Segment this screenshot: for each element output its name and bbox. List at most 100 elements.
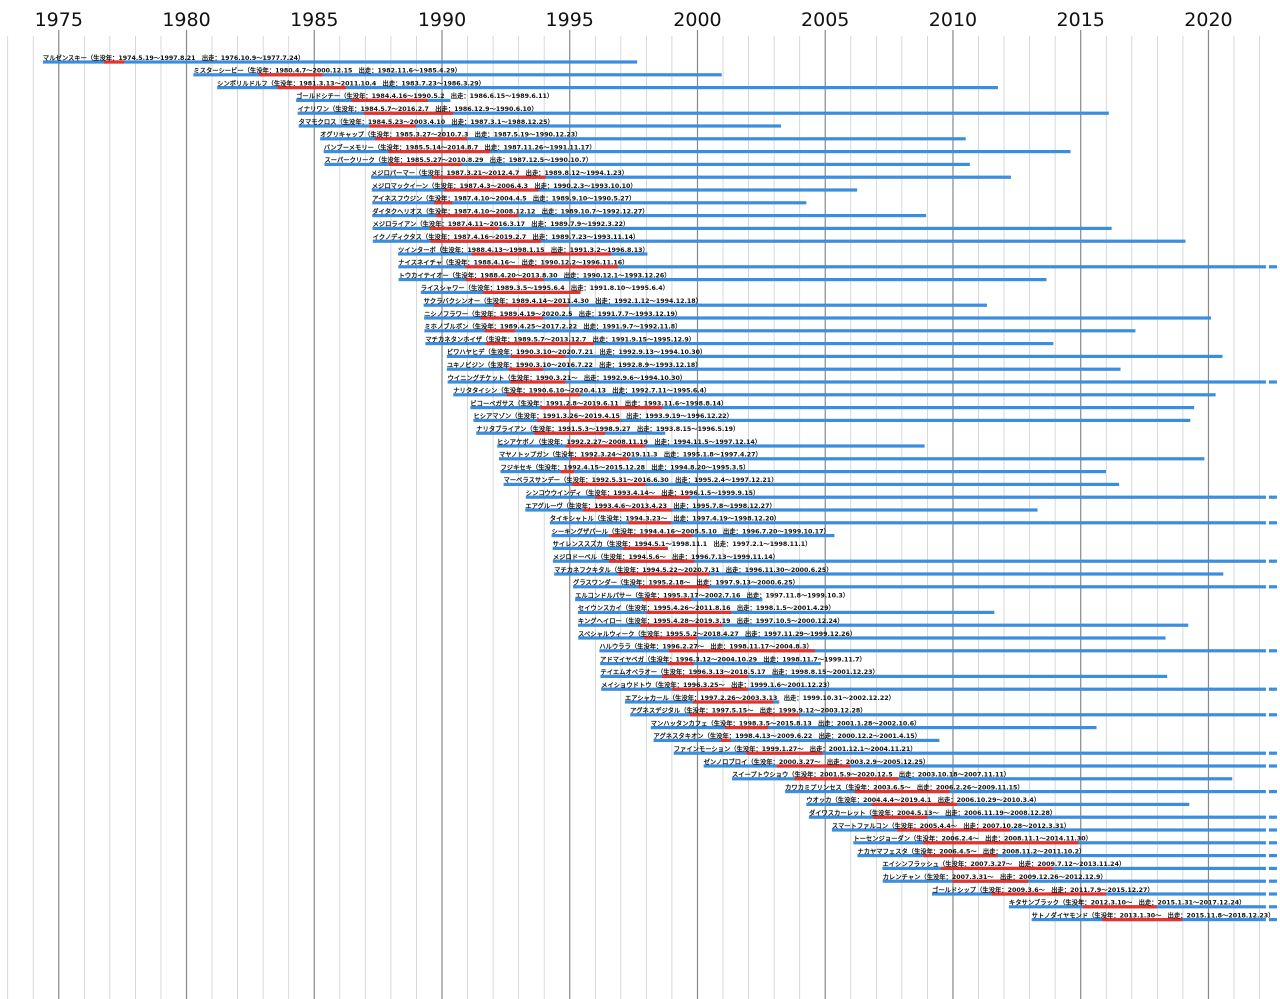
career-bar xyxy=(640,623,723,627)
timeline-row xyxy=(372,201,807,205)
timeline-row xyxy=(932,892,1277,896)
row-label: ナイスネイチャ（生没年：1988.4.16〜 出走：1990.12.2〜1996… xyxy=(398,258,628,267)
row-label: キングヘイロー（生没年：1995.4.28〜2019.3.19 出走：1997.… xyxy=(578,616,844,625)
timeline-row xyxy=(372,239,1186,243)
row-label: サイレンススズカ（生没年：1994.5.1〜1998.11.1 出走：1997.… xyxy=(553,539,812,548)
timeline-row xyxy=(470,406,1195,410)
timeline-row xyxy=(599,649,1277,653)
timeline-row xyxy=(831,828,1277,832)
row-label: ハルウララ（生没年：1996.2.27〜 出走：1998.11.17〜2004.… xyxy=(599,642,812,651)
timeline-row xyxy=(853,841,1277,845)
grid-lines xyxy=(7,30,1260,999)
career-bar xyxy=(375,137,468,141)
career-bar xyxy=(662,674,749,678)
row-label: キタサンブラック（生没年：2012.3.10〜 出走：2015.1.31〜201… xyxy=(1009,898,1246,907)
row-label: ライスシャワー（生没年：1989.3.5〜1995.6.4 出走：1991.8.… xyxy=(421,283,669,292)
timeline-row xyxy=(882,866,1277,870)
life-bar xyxy=(525,508,1038,512)
alive-dash xyxy=(1268,879,1277,883)
life-bar xyxy=(882,866,1266,870)
timeline-row xyxy=(424,329,1136,333)
life-bar xyxy=(600,662,821,666)
career-bar xyxy=(952,879,1029,883)
row-label: カレンチャン（生没年：2007.3.31〜 出走：2009.12.26〜2012… xyxy=(883,872,1107,881)
timeline-row xyxy=(525,495,1277,499)
alive-dash xyxy=(1268,918,1277,922)
row-label: シンコウウインディ（生没年：1993.4.14〜 出走：1996.1.5〜199… xyxy=(526,488,760,497)
life-bar xyxy=(398,265,1266,269)
career-bar xyxy=(923,854,998,858)
row-label: メジロマックイーン（生没年：1987.4.3〜2006.4.3 出走：1990.… xyxy=(372,181,637,190)
row-label: ビコーペガサス（生没年：1991.2.8〜2019.6.11 出走：1993.1… xyxy=(470,398,727,407)
career-bar xyxy=(583,508,672,512)
life-bar xyxy=(549,521,1266,525)
timeline-row xyxy=(296,98,451,102)
career-bar xyxy=(609,534,693,538)
timeline-row xyxy=(398,265,1277,269)
life-bar xyxy=(500,470,1107,474)
timeline-row xyxy=(320,137,966,141)
timeline-row xyxy=(653,738,940,742)
career-bar xyxy=(277,86,346,90)
life-bar xyxy=(808,815,1266,819)
row-label: アイネスフウジン（生没年：1987.4.10〜2004.4.5 出走：1989.… xyxy=(372,194,635,203)
timeline-row xyxy=(424,316,1212,320)
row-label: サトノダイヤモンド（生没年：2013.1.30〜 出走：2015.11.8〜20… xyxy=(1032,910,1275,919)
timeline-row xyxy=(552,559,1277,563)
timeline-row xyxy=(554,572,1224,576)
x-tick-label-2015: 2015 xyxy=(1057,9,1105,31)
life-bar xyxy=(806,802,1190,806)
career-bar xyxy=(595,495,691,499)
career-bar xyxy=(720,738,731,742)
timeline-row xyxy=(600,662,821,666)
row-label: ニシノフラワー（生没年：1989.4.19〜2020.2.5 出走：1991.7… xyxy=(424,309,681,318)
life-bar xyxy=(398,278,1047,282)
life-bar xyxy=(42,60,638,64)
career-bar xyxy=(540,406,663,410)
row-label: ミスターシービー（生没年：1980.4.7〜2000.12.15 出走：1982… xyxy=(193,66,461,75)
timeline-row xyxy=(1008,905,1277,909)
row-label: スペシャルウィーク（生没年：1995.5.2〜2018.4.27 出走：1997… xyxy=(578,629,856,638)
career-bar xyxy=(351,98,428,102)
career-bar xyxy=(668,649,815,653)
row-label: ゴールドシチー（生没年：1984.4.16〜1990.5.2 出走：1986.6… xyxy=(296,91,553,100)
row-label: ゴールドシップ（生没年：2009.3.6〜 出走：2011.7.9〜2015.1… xyxy=(932,885,1154,894)
row-label: フジキセキ（生没年：1992.4.15〜2015.12.28 出走：1994.8… xyxy=(501,462,750,471)
label-layer: マルゼンスキー（生没年：1974.5.19〜1997.8.21 出走：1976.… xyxy=(43,53,1275,920)
row-label: アドマイヤベガ（生没年：1996.3.12〜2004.10.29 出走：1998… xyxy=(600,654,866,663)
timeline-row xyxy=(297,111,1109,115)
row-label: セイウンスカイ（生没年：1995.4.26〜2011.8.16 出走：1998.… xyxy=(578,603,835,612)
life-bar xyxy=(599,649,1266,653)
timeline-row xyxy=(806,802,1190,806)
life-bar xyxy=(423,303,987,307)
timeline-row xyxy=(673,751,1277,755)
life-bar xyxy=(320,137,966,141)
x-tick-label-2020: 2020 xyxy=(1184,9,1232,31)
life-bar xyxy=(424,329,1136,333)
row-label: トウカイテイオー（生没年：1988.4.20〜2013.8.30 出走：1990… xyxy=(399,270,671,279)
row-label: ナカヤマフェスタ（生没年：2006.4.5〜 出走：2008.11.2〜2011… xyxy=(857,846,1085,855)
row-label: エアグルーヴ（生没年：1993.4.6〜2013.4.23 出走：1995.7.… xyxy=(525,501,775,510)
career-bar xyxy=(693,700,774,704)
career-bar xyxy=(493,303,569,307)
timeline-row xyxy=(425,342,1054,346)
life-bar xyxy=(551,534,835,538)
row-label: ビワハヤヒデ（生没年：1990.3.10〜2020.7.21 出走：1992.9… xyxy=(447,347,706,356)
x-tick-label-1995: 1995 xyxy=(546,9,594,31)
row-label: メジロドーベル（生没年：1994.5.6〜 出走：1996.7.13〜1999.… xyxy=(553,552,779,561)
timeline-row xyxy=(324,162,970,166)
row-label: エルコンドルパサー（生没年：1995.3.17〜2002.7.16 出走：199… xyxy=(575,590,849,599)
career-bar xyxy=(642,598,692,602)
timeline-row xyxy=(808,815,1277,819)
row-label: グラスワンダー（生没年：1995.2.18〜 出走：1997.9.13〜2000… xyxy=(573,578,799,587)
life-bar xyxy=(446,354,1223,358)
alive-dash xyxy=(1268,265,1277,269)
life-bar xyxy=(703,764,1266,768)
row-label: メイショウドトウ（生没年：1996.3.25〜 出走：1999.1.6〜2001… xyxy=(601,680,833,689)
timeline-row xyxy=(552,546,668,550)
row-label: ゼンノロブロイ（生没年：2000.3.27〜 出走：2003.2.9〜2005.… xyxy=(704,757,930,766)
timeline-row xyxy=(217,86,998,90)
timeline-row xyxy=(578,636,1166,640)
timeline-row xyxy=(630,713,1277,717)
